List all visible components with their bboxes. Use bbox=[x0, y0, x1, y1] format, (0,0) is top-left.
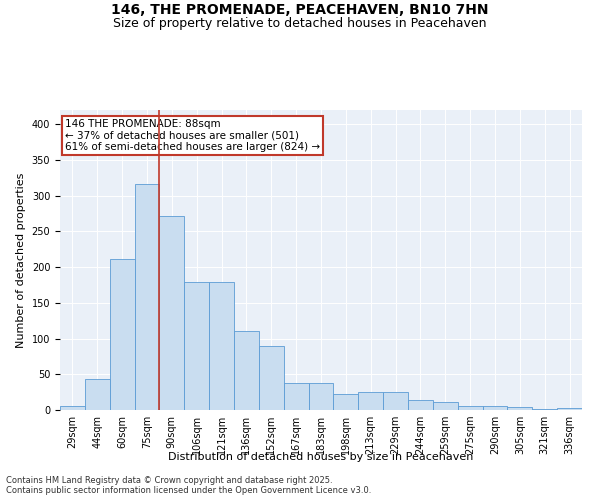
Bar bbox=[160, 216, 184, 410]
Bar bbox=[532, 408, 557, 410]
Bar bbox=[60, 406, 85, 410]
Bar bbox=[334, 394, 358, 410]
Bar bbox=[383, 392, 408, 410]
Bar bbox=[458, 406, 482, 410]
Bar bbox=[557, 408, 582, 410]
Bar bbox=[508, 407, 532, 410]
Y-axis label: Number of detached properties: Number of detached properties bbox=[16, 172, 26, 348]
Bar bbox=[259, 346, 284, 410]
Bar bbox=[308, 383, 334, 410]
Text: 146, THE PROMENADE, PEACEHAVEN, BN10 7HN: 146, THE PROMENADE, PEACEHAVEN, BN10 7HN bbox=[111, 2, 489, 16]
Bar bbox=[482, 406, 508, 410]
Bar bbox=[184, 282, 209, 410]
Bar bbox=[408, 400, 433, 410]
Bar bbox=[110, 258, 134, 410]
Bar bbox=[85, 378, 110, 410]
Bar bbox=[358, 392, 383, 410]
Bar bbox=[433, 402, 458, 410]
Bar bbox=[209, 282, 234, 410]
Bar bbox=[134, 184, 160, 410]
Bar bbox=[284, 383, 308, 410]
Text: 146 THE PROMENADE: 88sqm
← 37% of detached houses are smaller (501)
61% of semi-: 146 THE PROMENADE: 88sqm ← 37% of detach… bbox=[65, 119, 320, 152]
Text: Size of property relative to detached houses in Peacehaven: Size of property relative to detached ho… bbox=[113, 18, 487, 30]
Text: Contains HM Land Registry data © Crown copyright and database right 2025.
Contai: Contains HM Land Registry data © Crown c… bbox=[6, 476, 371, 495]
Bar bbox=[234, 332, 259, 410]
Text: Distribution of detached houses by size in Peacehaven: Distribution of detached houses by size … bbox=[169, 452, 473, 462]
